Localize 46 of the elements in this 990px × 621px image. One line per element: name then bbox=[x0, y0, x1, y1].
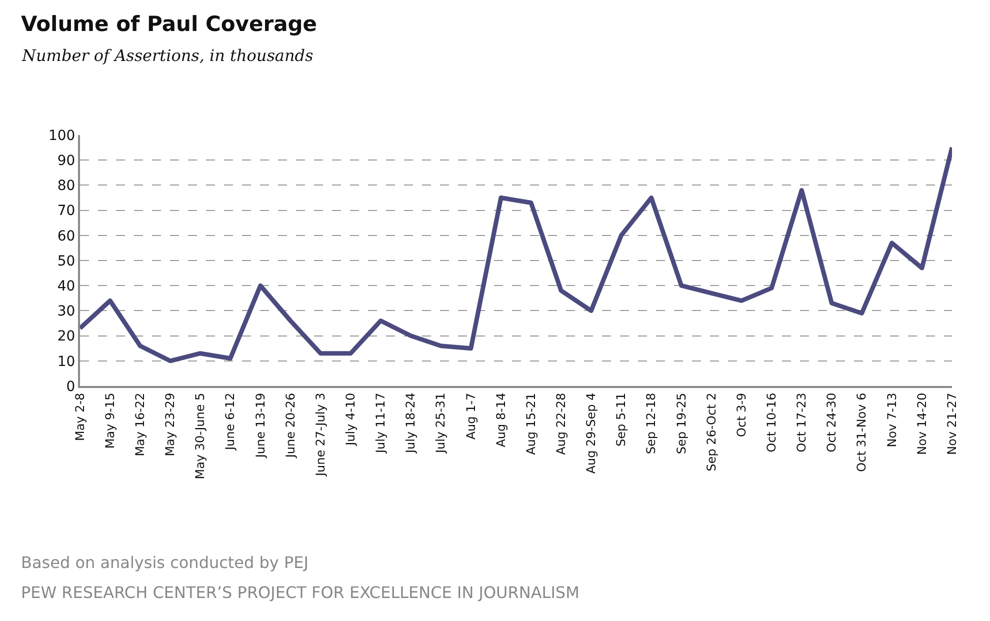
y-tick-label: 30 bbox=[57, 304, 76, 320]
x-tick-label: Aug 29-Sep 4 bbox=[584, 392, 598, 474]
x-tick-label: July 11-17 bbox=[374, 392, 388, 454]
y-tick-label: 70 bbox=[57, 203, 76, 220]
x-tick-label: May 30-June 5 bbox=[193, 392, 208, 480]
x-tick-label: July 4-10 bbox=[344, 392, 358, 446]
x-tick-label: May 16-22 bbox=[133, 392, 148, 456]
x-tick-label: Oct 24-30 bbox=[824, 392, 839, 452]
chart-subtitle: Number of Assertions, in thousands bbox=[21, 46, 314, 65]
y-tick-label: 20 bbox=[57, 328, 76, 345]
x-tick-label: Sep 19-25 bbox=[674, 392, 688, 454]
y-tick-label: 90 bbox=[57, 153, 76, 169]
x-tick-label: Nov 7-13 bbox=[884, 392, 899, 448]
x-tick-label: May 9-15 bbox=[102, 392, 117, 449]
x-tick-label: July 18-24 bbox=[404, 392, 418, 454]
x-tick-label: June 6-12 bbox=[223, 392, 238, 451]
y-tick-label: 80 bbox=[57, 178, 76, 194]
x-tick-label: June 27-July 3 bbox=[313, 392, 328, 478]
y-tick-label: 60 bbox=[57, 228, 76, 244]
text: Based on analysis conducted by PEJ bbox=[21, 553, 308, 572]
x-tick-label: Aug 15-21 bbox=[524, 392, 538, 455]
line-series bbox=[80, 145, 952, 364]
chart-title: Volume of Paul Coverage bbox=[21, 12, 318, 36]
x-tick-label: July 25-31 bbox=[434, 392, 448, 454]
x-tick-label: Nov 14-20 bbox=[914, 392, 929, 455]
text: PEW RESEARCH CENTER’S PROJECT FOR EXCELLENCE IN JOURNALISM bbox=[21, 583, 580, 602]
y-tick-label: 50 bbox=[57, 253, 76, 270]
x-tick-label: Aug 8-14 bbox=[494, 392, 508, 448]
x-tick-label: Nov 21-27 bbox=[944, 392, 959, 455]
x-tick-label: June 20-26 bbox=[283, 392, 298, 459]
x-tick-label: May 23-29 bbox=[163, 392, 178, 456]
x-tick-label: Sep 5-11 bbox=[614, 392, 628, 446]
y-tick-label: 0 bbox=[66, 378, 76, 395]
x-tick-label: May 2-8 bbox=[72, 392, 87, 442]
y-tick-label: 100 bbox=[48, 128, 76, 144]
x-tick-label: Sep 12-18 bbox=[644, 392, 658, 454]
x-tick-label: Sep 26-Oct 2 bbox=[704, 392, 718, 472]
x-tick-label: Aug 1-7 bbox=[464, 392, 478, 440]
y-tick-label: 10 bbox=[57, 354, 76, 370]
x-tick-label: Oct 17-23 bbox=[794, 392, 809, 452]
x-tick-label: Oct 10-16 bbox=[764, 392, 778, 452]
x-tick-label: Aug 22-28 bbox=[554, 392, 568, 455]
x-tick-label: Oct 31-Nov 6 bbox=[854, 392, 869, 472]
x-tick-label: Oct 3-9 bbox=[734, 392, 748, 437]
y-tick-label: 40 bbox=[57, 278, 76, 294]
x-tick-label: June 13-19 bbox=[253, 392, 268, 459]
